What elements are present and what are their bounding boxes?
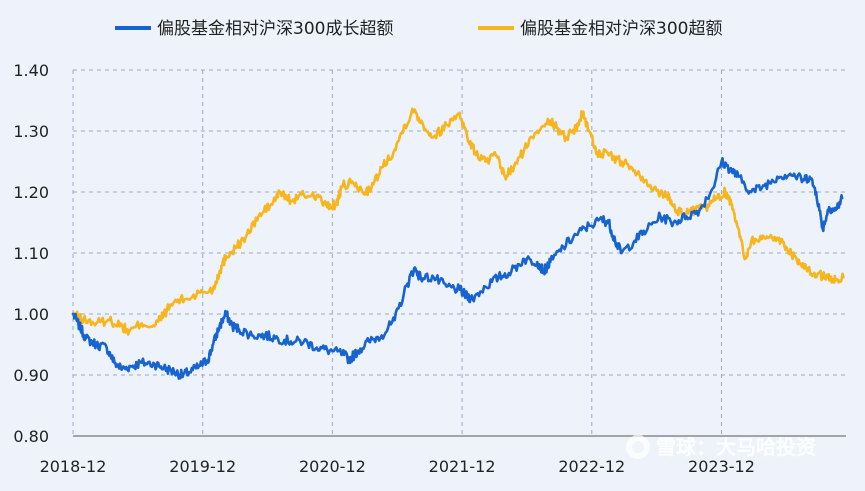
x-tick-label: 2023-12 [688,457,755,476]
legend-item: 偏股基金相对沪深300成长超额 [115,19,393,39]
watermark: 雪球：大马哈投资 [626,435,816,459]
y-tick-label: 1.40 [13,61,49,80]
x-tick-label: 2020-12 [299,457,366,476]
x-tick-label: 2019-12 [169,457,236,476]
snowball-logo-icon [626,435,650,459]
y-tick-label: 1.00 [13,305,49,324]
y-tick-label: 0.90 [13,366,49,385]
legend-label: 偏股基金相对沪深300超额 [520,19,722,39]
y-tick-label: 1.30 [13,122,49,141]
series-line-growth-excess [71,156,844,380]
x-tick-label: 2021-12 [429,457,496,476]
series-lines [71,107,845,380]
legend-item: 偏股基金相对沪深300超额 [478,19,722,39]
watermark-text: 雪球：大马哈投资 [656,435,816,459]
axes: 0.80 0.90 1.00 1.10 1.20 1.30 1.40 2018-12 2019-… [13,61,846,476]
grid-lines [73,69,846,436]
y-tick-label: 1.20 [13,183,49,202]
series-line-excess [71,107,845,336]
legend: 偏股基金相对沪深300成长超额 偏股基金相对沪深300超额 [115,19,722,39]
legend-label: 偏股基金相对沪深300成长超额 [157,19,393,39]
y-tick-label: 1.10 [13,244,49,263]
x-tick-label: 2022-12 [558,457,625,476]
y-tick-label: 0.80 [13,427,49,446]
x-tick-label: 2018-12 [40,457,107,476]
